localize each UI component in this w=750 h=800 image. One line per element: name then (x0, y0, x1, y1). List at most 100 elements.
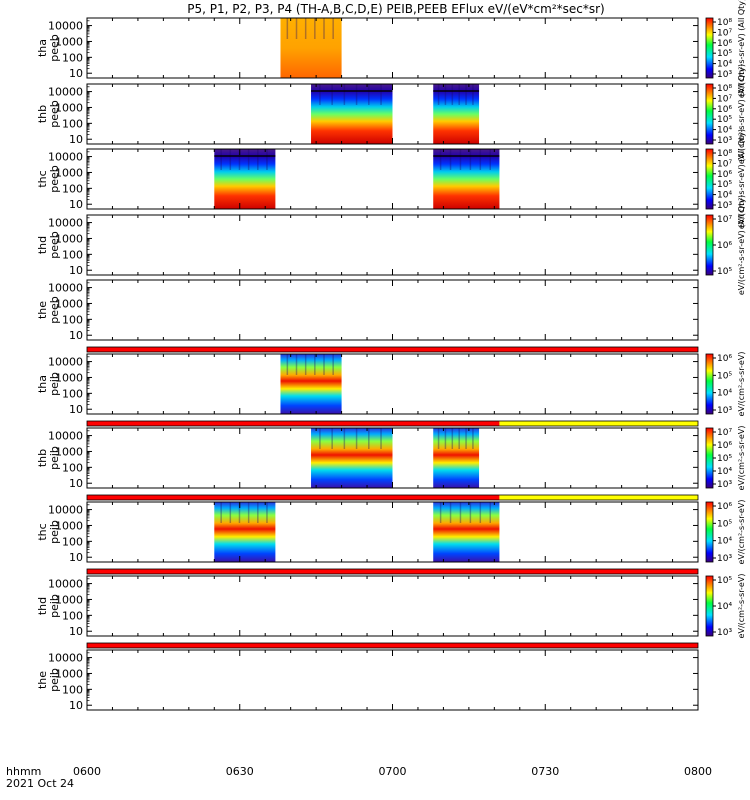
panel-label-line: thb (36, 449, 49, 467)
y-tick-label: 1000 (55, 166, 83, 179)
spectrogram-speckle (266, 149, 268, 170)
panel-thd-peib: 10 100 1000 10000 thdpeib (36, 575, 699, 638)
spectrogram-speckle (220, 502, 222, 523)
panel-label-line: thc (36, 170, 49, 187)
colorbar-tick-label: 10⁶ (717, 354, 732, 364)
colorbar-tick-label: 10⁷ (717, 215, 732, 225)
colorbar-tick-label: 10⁴ (717, 467, 732, 477)
panel-label-line: peib (48, 668, 61, 692)
y-tick-label: 10000 (48, 217, 83, 230)
spectrogram-speckle (323, 18, 325, 39)
colorbar-thd-peeb: 10⁷ 10⁶ 10⁵ eV/(cm²-s-sr-eV) (All Qty) (705, 195, 746, 295)
panel-tha-peib: 10 100 1000 10000 thapeib (36, 353, 699, 416)
colorbar-label: eV/(cm²-s-sr-eV) (737, 426, 746, 491)
colorbar-tick-label: 10⁵ (717, 371, 732, 381)
spectrogram-block (433, 502, 500, 562)
panel-label: thcpeib (36, 520, 61, 544)
colorbar-tick-label: 10⁷ (717, 159, 732, 169)
spectrogram-speckle (314, 354, 316, 375)
spectrogram-dark-band (214, 155, 276, 157)
spectrogram-speckle (439, 149, 442, 170)
panel-label-line: thb (36, 105, 49, 123)
spectrogram-speckle (472, 428, 474, 449)
y-tick-label: 10000 (48, 151, 83, 164)
colorbar-tick-label: 10³ (717, 201, 732, 211)
colorbar-tick-label: 10⁴ (717, 389, 732, 399)
x-tick-label: 0600 (73, 765, 101, 778)
y-tick-label: 10000 (48, 356, 83, 369)
colorbar-gradient (705, 83, 714, 145)
spectrogram-speckle (380, 428, 382, 449)
spectrogram-speckle (332, 354, 334, 375)
panel-label-line: tha (36, 375, 49, 393)
colorbar-label: eV/(cm²-s-sr-eV) (737, 352, 746, 417)
spectrogram-speckle (314, 18, 316, 39)
mode-bar-frame (86, 642, 699, 649)
y-tick-label: 100 (62, 248, 83, 261)
spectrogram-speckle (459, 502, 462, 523)
colorbar-tick-label: 10⁸ (717, 18, 732, 28)
colorbar-label: eV/(cm²-s-sr-eV) (737, 500, 746, 565)
panel-label: thepeeb (36, 296, 61, 324)
colorbar-tick-label: 10⁴ (717, 602, 732, 612)
y-tick-label: 1000 (55, 593, 83, 606)
colorbar-tick-label: 10⁶ (717, 502, 732, 512)
colorbar-label: eV/(cm²-s-sr-eV) (737, 574, 746, 639)
spectrogram-speckle (229, 502, 232, 523)
panel-label-line: thd (36, 597, 49, 615)
spectrogram-speckle (266, 502, 268, 523)
spectrogram-block (433, 428, 480, 488)
panel-frame (86, 148, 699, 210)
colorbar-tick-label: 10³ (717, 554, 732, 564)
colorbar-thd-peib: 10⁵ 10⁴ 10³ eV/(cm²-s-sr-eV) (705, 574, 746, 639)
mode-bar-frame (86, 568, 699, 575)
figure-title: P5, P1, P2, P3, P4 (TH-A,B,C,D,E) PEIB,P… (187, 2, 604, 16)
y-tick-label: 10 (69, 198, 83, 211)
spectrogram-dark-band (311, 90, 393, 92)
panel-label-line: peeb (48, 34, 61, 62)
x-tick-label: 0800 (684, 765, 712, 778)
colorbar-tick-label: 10⁵ (717, 267, 732, 277)
colorbar-label: eV/(cm²-s-sr-eV) (All Qty) (737, 195, 746, 295)
spectrogram-dark-band (433, 155, 500, 157)
spectrogram-speckle (247, 502, 250, 523)
panel-label: thdpeeb (36, 231, 61, 259)
panel-thc-peib: 10 100 1000 10000 thcpeib (36, 501, 699, 564)
colorbar-tick-label: 10⁵ (717, 180, 732, 190)
panel-label-line: peib (48, 594, 61, 618)
spectrogram-speckle (331, 428, 333, 449)
panel-label: thapeeb (36, 34, 61, 62)
y-tick-label: 100 (62, 535, 83, 548)
colorbar-tick-label: 10⁶ (717, 241, 732, 251)
y-tick-label: 1000 (55, 519, 83, 532)
panel-label-line: thc (36, 523, 49, 540)
colorbar-gradient (705, 353, 714, 415)
colorbar-label: eV/(cm²-s-sr-eV) (All Qty) (737, 0, 746, 98)
spectrogram-speckle (295, 354, 298, 375)
colorbar-gradient (705, 17, 714, 79)
y-tick-label: 10000 (48, 652, 83, 665)
panel-label-line: peeb (48, 296, 61, 324)
colorbar-tick-label: 10⁶ (717, 105, 732, 115)
panel-label: thcpeeb (36, 165, 61, 193)
colorbar-tick-label: 10⁶ (717, 39, 732, 49)
colorbar-tick-label: 10⁵ (717, 115, 732, 125)
spectrogram-speckle (304, 354, 307, 375)
spectrogram-speckle (444, 84, 447, 105)
y-tick-label: 1000 (55, 35, 83, 48)
colorbar-gradient (705, 427, 714, 489)
y-tick-label: 1000 (55, 297, 83, 310)
spectrogram-speckle (368, 84, 370, 105)
y-tick-label: 10000 (48, 20, 83, 33)
spectrogram-speckle (331, 84, 333, 105)
mode-bar-segment (87, 421, 500, 426)
colorbar-tick-label: 10⁴ (717, 191, 732, 201)
y-tick-label: 10000 (48, 430, 83, 443)
y-tick-label: 10 (69, 403, 83, 416)
spectrogram-block (280, 354, 342, 414)
colorbar-tick-label: 10⁸ (717, 84, 732, 94)
panel-label: thdpeib (36, 594, 61, 618)
